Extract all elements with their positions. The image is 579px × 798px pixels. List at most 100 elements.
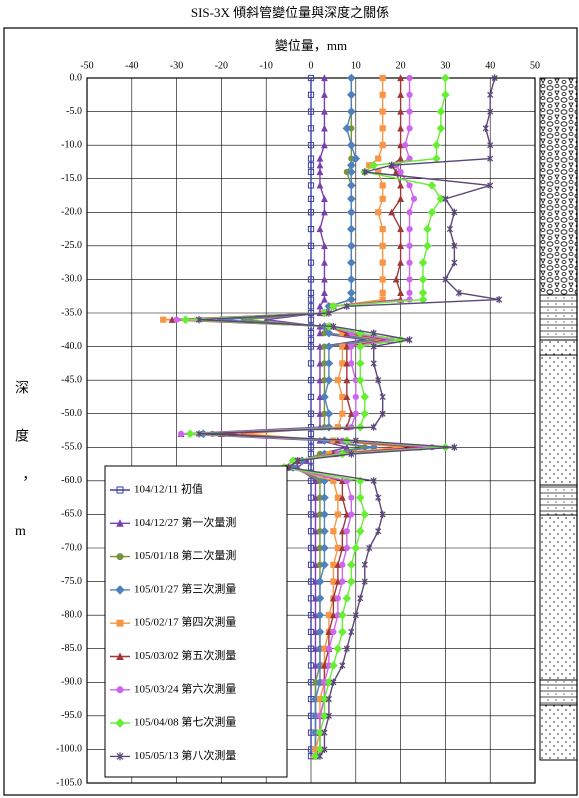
marker [401,142,409,149]
marker [307,528,315,535]
marker [347,577,356,586]
marker [360,392,370,402]
marker [339,661,346,670]
marker [379,225,386,233]
marker [442,195,449,203]
marker [321,91,328,98]
series [307,74,315,760]
marker [397,168,404,176]
marker [406,91,413,98]
marker [397,74,405,82]
marker [312,493,319,501]
marker [307,410,315,417]
marker [307,296,315,303]
marker [307,125,315,132]
marker [321,141,328,149]
marker [361,561,368,569]
marker [379,182,386,189]
marker [312,477,319,484]
y-tick-label: -75.0 [61,576,82,587]
marker [324,409,334,419]
marker [397,225,405,233]
x-tick-label: -50 [80,60,93,71]
marker [397,242,405,249]
marker [115,718,125,728]
marker [487,91,494,99]
marker [370,359,377,367]
marker [442,275,449,284]
marker [357,594,364,602]
marker [347,258,356,267]
marker [338,610,347,620]
marker [334,377,341,384]
marker [352,393,359,401]
marker [116,686,124,694]
marker [321,195,328,202]
marker [330,528,337,535]
x-tick-label: 30 [440,60,450,71]
marker [116,486,124,494]
marker [307,142,315,149]
marker [342,124,352,133]
marker [316,329,324,337]
marker [312,527,319,535]
marker [352,410,359,417]
marker [325,612,333,619]
marker [168,315,176,323]
marker [307,645,315,652]
marker [370,329,377,337]
y-tick-label: -65.0 [61,509,82,520]
marker [441,73,450,83]
marker [181,315,190,325]
marker [418,295,428,304]
marker [360,510,370,519]
y-tick-label: -50.0 [61,408,82,419]
marker [427,181,437,190]
marker [307,225,315,233]
y-tick-label: -10.0 [61,139,82,150]
marker [418,275,428,284]
marker [321,242,328,249]
marker [307,108,315,115]
y-tick-label: -80.0 [61,609,82,620]
marker [375,527,382,535]
marker [446,225,453,233]
marker [316,752,324,760]
marker [324,328,334,338]
marker [321,74,328,82]
marker [361,577,368,586]
x-tick-label: -20 [215,60,228,71]
marker [307,544,315,552]
marker [388,161,395,169]
marker [307,289,315,296]
marker [347,167,356,177]
marker [347,207,356,217]
marker [427,207,437,217]
marker [316,302,324,310]
chart-title: SIS-3X 傾斜管變位量與深度之關係 [191,5,389,20]
marker [406,74,413,82]
marker [307,259,315,266]
marker [116,553,124,561]
legend-label: 104/12/27 第一次量測 [134,515,236,529]
marker [294,457,301,465]
marker [321,124,328,132]
marker [330,628,337,636]
marker [388,208,396,216]
marker [392,168,400,176]
marker [343,510,351,518]
marker [307,182,315,189]
marker [307,91,315,98]
marker [307,316,315,323]
legend: 104/12/11 初值 104/12/27 第一次量測 105/01/18 第二次… [104,465,288,778]
marker [482,124,489,132]
marker [379,289,386,296]
marker [307,242,315,249]
marker [307,195,315,202]
marker [321,107,328,115]
marker [352,611,359,619]
marker [347,560,356,570]
y-tick-label: 0.0 [70,72,83,83]
marker [315,577,325,586]
